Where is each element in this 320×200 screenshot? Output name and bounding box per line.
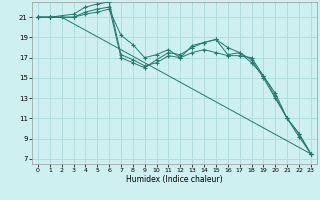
X-axis label: Humidex (Indice chaleur): Humidex (Indice chaleur): [126, 175, 223, 184]
